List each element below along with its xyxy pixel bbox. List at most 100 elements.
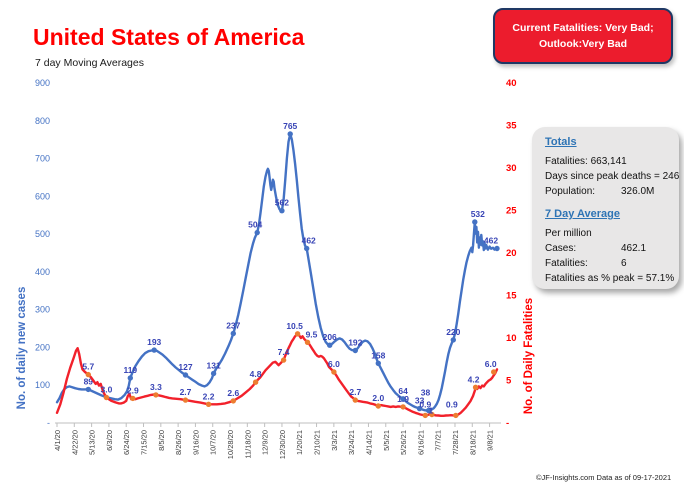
seven-day-average-link[interactable]: 7 Day Average [545,208,621,220]
right-axis-tick-label: 35 [506,121,517,132]
cases-data-point [182,372,189,378]
status-banner: Current Fatalities: Very Bad; Outlook:Ve… [493,8,673,64]
left-axis-tick-label: 400 [35,267,50,277]
stat-label: Fatalities: 663,141 [545,156,627,167]
cases-data-label: 462 [302,236,316,246]
left-axis-title: No. of daily new cases [16,286,28,410]
cases-data-point [327,342,333,348]
fatalities-data-point [294,331,301,337]
x-axis-tick-label: 12/9/20 [261,430,270,455]
fatalities-data-label: 5.7 [82,362,94,372]
cases-data-label: 119 [123,365,137,375]
cases-line [55,132,499,412]
fatalities-data-label: 6.0 [485,359,497,369]
fatalities-data-label: 6.0 [328,359,340,369]
cases-markers [85,131,500,414]
x-axis-tick-label: 3/3/21 [330,430,339,451]
left-axis-tick-label: 600 [35,191,50,201]
fatalities-data-point [252,379,259,385]
left-axis-tick-label: 100 [35,380,50,390]
cases-data-point [494,245,500,252]
status-banner-line2: Outlook:Very Bad [538,38,628,50]
fatalities-data-label: 2.9 [127,385,139,395]
fatalities-data-label: 10.5 [286,321,303,331]
cases-data-label: 562 [275,198,289,208]
fatalities-data-label: 2.0 [372,393,384,403]
stat-row-days-since-peak: Days since peak deaths = 246 [545,169,679,184]
credit-line: ©JF-Insights.com Data as of 09-17-2021 [536,473,672,482]
cases-data-label: 206 [323,332,337,342]
fatalities-data-label: 9.5 [306,329,318,339]
stat-value: 462.1 [621,243,647,254]
right-axis-tick-label: 40 [506,78,517,89]
cases-data-label: 765 [283,121,297,131]
x-axis-tick-label: 2/10/21 [313,430,322,455]
fatalities-data-label: 2.2 [203,391,215,401]
x-axis-tick-label: 5/26/21 [399,430,408,455]
cases-data-point [352,347,358,354]
x-axis: 4/1/20 4/22/20 5/13/20 6/3/20 6/24/20 7/15/20… [53,422,501,459]
fatalities-data-point [331,369,337,375]
cases-data-labels: 89 119 193 127 131 237 504 562 765 462 206 192 158 64… [84,121,499,406]
fatalities-data-label: 3.3 [150,382,162,392]
x-axis-tick-label: 1/20/21 [295,430,304,455]
left-axis-ticks: 900 800 700 600 500 400 300 200 100 - [35,78,50,428]
cases-data-point [304,245,310,252]
fatalities-data-point [153,392,159,398]
x-axis-tick-label: 12/30/20 [278,430,287,459]
cases-data-label: 33 [415,396,425,406]
fatalities-data-point [453,412,459,419]
stat-value: 6 [621,258,627,269]
stat-row-cases-per-million: Cases: 462.1 [545,241,671,256]
x-axis-tick-label: 6/16/21 [416,430,425,455]
cases-data-point [450,337,456,343]
fatalities-data-point [400,404,406,410]
x-axis-tick-label: 11/18/20 [243,430,252,459]
cases-data-point [472,219,478,225]
x-axis-tick-label: 7/15/20 [140,430,149,455]
fatalities-markers [85,331,497,419]
fatalities-data-label: 1.9 [397,394,409,404]
cases-data-point [85,386,92,393]
cases-data-label: 38 [421,388,431,398]
fatalities-data-point [85,371,92,378]
cases-data-point [230,330,236,337]
fatalities-data-label: 2.7 [349,387,361,397]
fatalities-data-point [304,339,311,345]
fatalities-data-point [280,357,287,363]
right-axis-tick-label: 30 [506,163,517,174]
cases-data-point [375,360,381,366]
fatalities-data-point [182,397,189,403]
cases-data-label: 532 [471,209,485,219]
fatalities-data-label: 4.2 [468,374,480,384]
cases-data-label: 158 [371,350,385,360]
cases-data-label: 504 [248,220,262,230]
fatalities-data-label: 0.9 [446,399,458,409]
cases-data-point [287,131,293,137]
x-axis-tick-label: 4/1/20 [53,430,62,451]
cases-data-label: 127 [178,362,192,372]
cases-data-label: 89 [84,376,94,386]
fatalities-data-point [491,369,497,375]
x-axis-tick-label: 8/18/21 [468,430,477,455]
fatalities-data-label: 2.7 [180,387,192,397]
fatalities-data-point [205,401,212,407]
x-axis-tick-label: 5/13/20 [88,430,97,455]
fatalities-data-point [375,403,381,409]
stat-label: Days since peak deaths = 246 [545,171,680,182]
stat-row-fatalities-per-million: Fatalities: 6 [545,256,671,271]
totals-link[interactable]: Totals [545,136,577,148]
right-axis-tick-label: 10 [506,333,517,344]
x-axis-tick-label: 10/28/20 [226,430,235,459]
cases-data-point [400,396,406,402]
x-axis-tick-label: 4/22/20 [70,430,79,455]
right-axis-tick-label: 5 [506,376,512,387]
x-axis-tick-label: 8/26/20 [174,430,183,455]
cases-data-point [425,407,432,414]
x-axis-tick-label: 7/7/21 [434,430,443,451]
cases-data-point [210,370,217,377]
fatalities-data-point [422,412,428,419]
x-axis-tick-label: 9/8/21 [486,430,495,451]
x-axis-tick-label: 6/3/20 [105,430,114,451]
stat-row-population: Population: 326.0M [545,184,671,199]
